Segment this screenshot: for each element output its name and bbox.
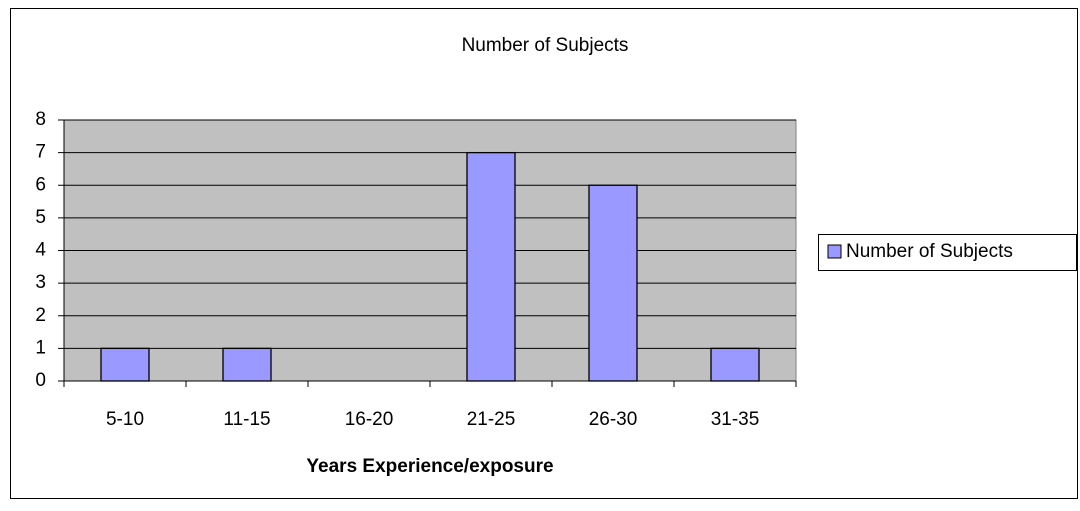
x-tick-label: 21-25: [467, 409, 516, 430]
legend-swatch: [827, 244, 842, 259]
bar: [466, 151, 516, 382]
y-tick-label: 7: [35, 142, 46, 163]
chart-title: Number of Subjects: [462, 35, 629, 56]
bar: [222, 347, 272, 382]
x-tick-label: 5-10: [106, 409, 144, 430]
y-tick-label: 5: [35, 207, 46, 228]
x-tick-label: 11-15: [223, 409, 270, 430]
x-axis-label: Years Experience/exposure: [306, 456, 553, 477]
y-tick-label: 6: [35, 174, 46, 195]
y-tick-label: 2: [35, 305, 46, 326]
bar: [100, 347, 150, 382]
y-tick-label: 3: [35, 272, 46, 293]
y-tick-label: 4: [35, 240, 46, 261]
bar: [588, 184, 638, 382]
y-tick-label: 1: [35, 337, 46, 358]
x-tick-label: 31-35: [711, 409, 760, 430]
y-tick-label: 0: [35, 370, 46, 391]
x-tick-label: 16-20: [345, 409, 394, 430]
x-tick-label: 26-30: [589, 409, 638, 430]
legend-box: [818, 234, 1077, 271]
y-tick-label: 8: [35, 109, 46, 130]
legend-label: Number of Subjects: [846, 241, 1013, 262]
bar: [710, 347, 760, 382]
